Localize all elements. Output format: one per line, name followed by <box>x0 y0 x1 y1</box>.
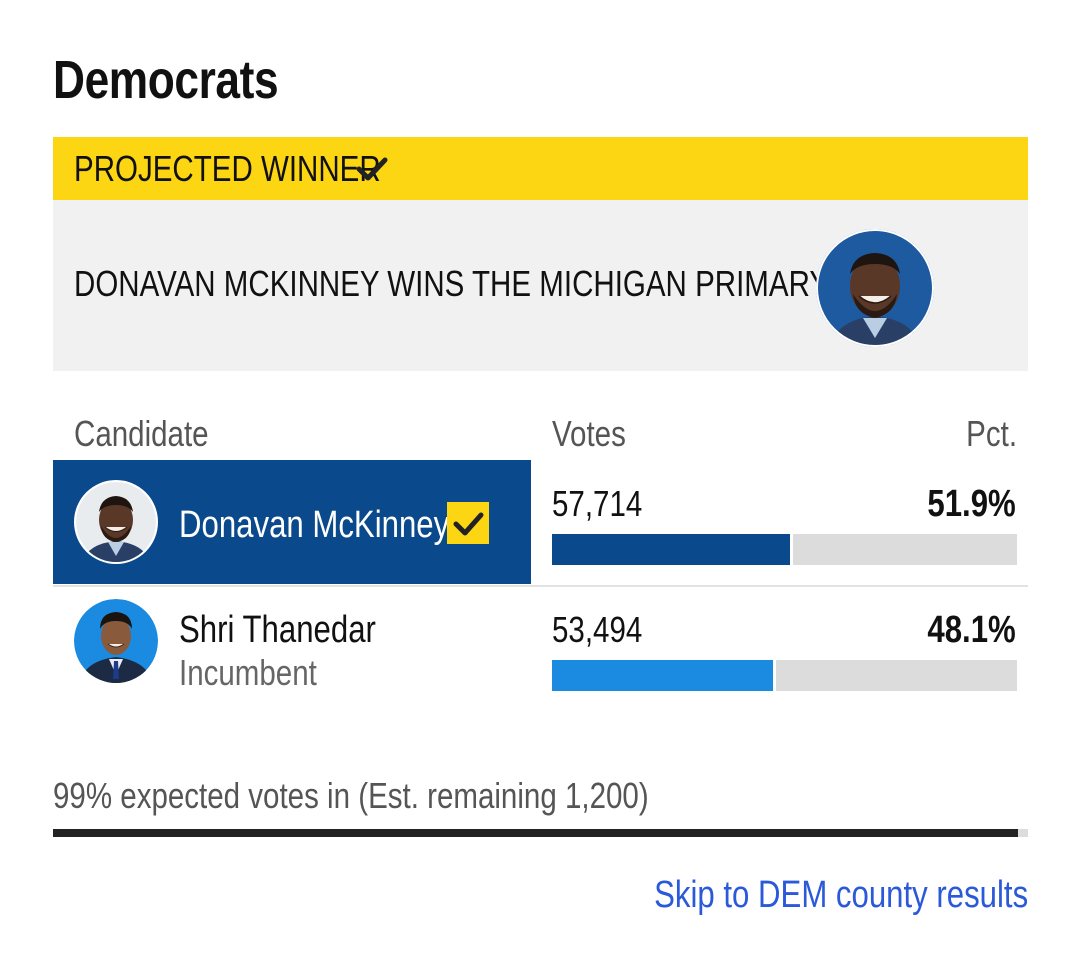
winner-photo-avatar <box>815 228 935 353</box>
candidate-photo-avatar <box>74 599 158 688</box>
column-header-votes: Votes <box>552 413 626 454</box>
check-icon <box>355 151 389 190</box>
expected-votes-status: 99% expected votes in (Est. remaining 1,… <box>53 775 649 816</box>
winner-headline: DONAVAN MCKINNEY WINS THE MICHIGAN PRIMA… <box>74 263 830 304</box>
row-divider <box>53 585 1028 587</box>
vote-share-fill <box>552 534 794 565</box>
vote-count: 53,494 <box>552 609 643 650</box>
candidate-row-mckinney: Donavan McKinney 57,714 51.9% <box>53 460 1028 584</box>
winner-panel: DONAVAN MCKINNEY WINS THE MICHIGAN PRIMA… <box>53 200 1028 371</box>
vote-share-bar <box>552 534 1017 565</box>
skip-to-county-results-link[interactable]: Skip to DEM county results <box>653 874 1028 916</box>
check-icon <box>447 502 489 544</box>
vote-percent: 48.1% <box>927 609 1016 651</box>
page-title: Democrats <box>53 50 279 110</box>
vote-count: 57,714 <box>552 483 643 524</box>
projected-winner-label: PROJECTED WINNER <box>74 148 381 189</box>
expected-votes-progress <box>53 829 1028 837</box>
projected-winner-banner: PROJECTED WINNER <box>53 137 1028 200</box>
vote-percent: 51.9% <box>927 483 1016 525</box>
vote-share-bar <box>552 660 1017 691</box>
candidate-name: Donavan McKinney <box>179 504 450 546</box>
incumbent-label: Incumbent <box>179 652 317 693</box>
expected-votes-progress-fill <box>53 829 1019 837</box>
column-header-pct: Pct. <box>966 413 1017 454</box>
column-header-candidate: Candidate <box>74 413 209 454</box>
vote-share-fill <box>552 660 776 691</box>
candidate-row-thanedar: Shri Thanedar Incumbent 53,494 48.1% <box>53 587 1028 711</box>
candidate-photo-avatar <box>74 480 158 569</box>
candidate-name: Shri Thanedar <box>179 609 376 651</box>
